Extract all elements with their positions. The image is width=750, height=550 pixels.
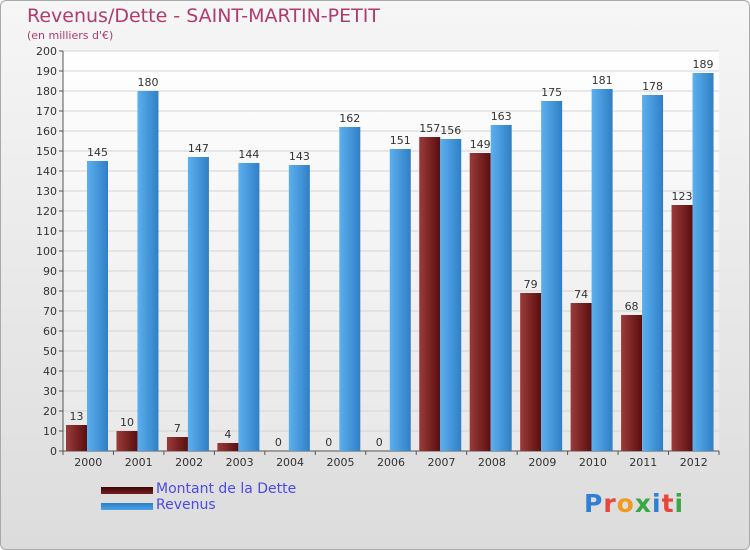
x-tick-label: 2004 [276,456,304,469]
data-label-revenus: 178 [642,80,663,93]
legend-swatch-revenus [101,503,153,510]
x-tick-label: 2003 [226,456,254,469]
bar-dette [419,137,441,451]
data-label-revenus: 151 [390,134,411,147]
data-label-revenus: 162 [339,112,360,125]
data-label-dette: 68 [625,300,639,313]
bar-revenus [288,165,310,451]
y-tick-label: 120 [36,205,57,218]
x-tick-label: 2008 [478,456,506,469]
data-label-dette: 74 [574,288,588,301]
bar-revenus [490,125,512,451]
y-tick-label: 130 [36,185,57,198]
bar-revenus [591,89,613,451]
data-label-revenus: 181 [592,74,613,87]
data-label-revenus: 145 [87,146,108,159]
y-tick-label: 150 [36,145,57,158]
data-label-revenus: 175 [541,86,562,99]
y-tick-label: 90 [43,265,57,278]
data-label-dette: 79 [524,278,538,291]
data-label-dette: 13 [70,410,84,423]
x-tick-label: 2012 [680,456,708,469]
bar-dette [671,205,693,451]
chart-subtitle: (en milliers d'€) [27,29,114,42]
logo-letter: i [652,489,662,518]
data-label-revenus: 163 [491,110,512,123]
data-label-dette: 0 [275,436,282,449]
bar-revenus [642,95,664,451]
y-tick-label: 110 [36,225,57,238]
y-tick-label: 80 [43,285,57,298]
y-tick-label: 50 [43,345,57,358]
y-tick-label: 140 [36,165,57,178]
x-tick-label: 2001 [125,456,153,469]
legend-label-revenus: Revenus [156,497,216,513]
x-tick-label: 2002 [175,456,203,469]
bar-dette [469,153,491,451]
x-tick-label: 2000 [74,456,102,469]
legend-swatch-dette [101,487,153,494]
x-tick-label: 2005 [327,456,355,469]
logo-letter: o [616,489,635,518]
chart-title: Revenus/Dette - SAINT-MARTIN-PETIT [27,5,380,27]
bar-revenus [187,157,209,451]
bar-dette [116,431,138,451]
y-tick-label: 70 [43,305,57,318]
logo-letter: i [674,489,685,518]
y-tick-label: 40 [43,365,57,378]
y-tick-label: 170 [36,105,57,118]
bar-revenus [440,139,462,451]
bar-dette [166,437,188,451]
data-label-dette: 157 [419,122,440,135]
logo-letter: r [603,489,617,518]
y-tick-label: 60 [43,325,57,338]
data-label-dette: 149 [470,138,491,151]
y-tick-label: 30 [43,385,57,398]
bar-revenus [238,163,260,451]
x-tick-label: 2007 [427,456,455,469]
logo-letter: P [584,489,604,518]
bar-dette [66,425,87,451]
proxiti-logo: Proxiti [584,489,684,518]
data-label-dette: 4 [224,428,231,441]
bar-revenus [541,101,563,451]
data-label-revenus: 143 [289,150,310,163]
data-label-dette: 7 [174,422,181,435]
bar-revenus [339,127,361,451]
bar-revenus [137,91,159,451]
bar-revenus [692,73,714,451]
data-label-revenus: 147 [188,142,209,155]
y-tick-label: 0 [50,445,57,458]
bar-revenus [87,161,108,451]
y-tick-label: 20 [43,405,57,418]
bar-dette [217,443,239,451]
x-tick-label: 2010 [579,456,607,469]
data-label-dette: 0 [376,436,383,449]
bar-dette [570,303,592,451]
x-tick-label: 2009 [528,456,556,469]
y-tick-label: 160 [36,125,57,138]
x-tick-label: 2011 [629,456,657,469]
bar-dette [520,293,542,451]
data-label-dette: 123 [672,190,693,203]
bar-dette [621,315,643,451]
data-label-dette: 0 [325,436,332,449]
data-label-revenus: 189 [693,58,714,71]
logo-letter: x [634,489,652,518]
legend-label-dette: Montant de la Dette [156,481,297,497]
y-tick-label: 180 [36,85,57,98]
logo-letter: t [661,489,675,518]
y-tick-label: 10 [43,425,57,438]
y-tick-label: 200 [36,45,57,58]
y-tick-label: 190 [36,65,57,78]
bar-revenus [389,149,411,451]
data-label-revenus: 180 [137,76,158,89]
data-label-revenus: 156 [440,124,461,137]
data-label-revenus: 144 [238,148,259,161]
x-tick-label: 2006 [377,456,405,469]
data-label-dette: 10 [120,416,134,429]
y-tick-label: 100 [36,245,57,258]
